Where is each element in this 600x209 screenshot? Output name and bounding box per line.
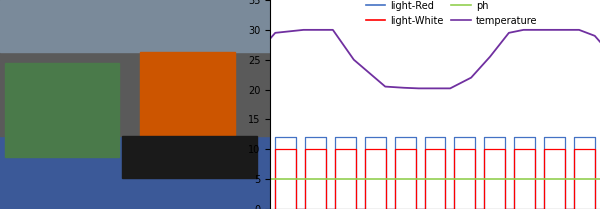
Bar: [140, 52, 235, 146]
Bar: [0, 136, 270, 209]
Bar: [5, 63, 119, 157]
Bar: [0, 0, 270, 52]
Bar: [0, 0, 270, 136]
Bar: [121, 136, 257, 178]
Legend: light-Red, light-White, ph, temperature: light-Red, light-White, ph, temperature: [366, 1, 537, 25]
